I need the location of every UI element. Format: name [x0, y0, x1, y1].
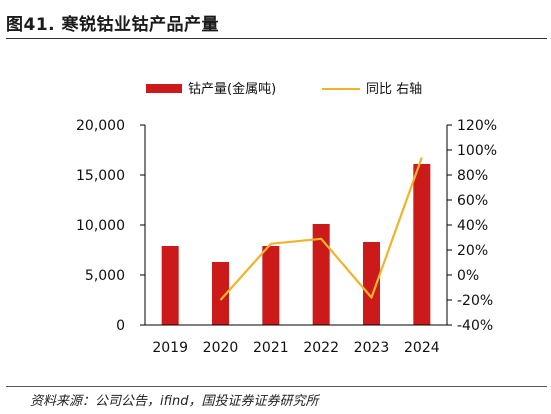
bar-2021: [262, 246, 280, 325]
legend-label-bar: 钴产量(金属吨): [188, 81, 276, 97]
bar-2024: [413, 164, 431, 325]
source-divider: [6, 386, 547, 387]
right-tick-label: -20%: [457, 293, 493, 309]
legend: 钴产量(金属吨) 同比 右轴: [146, 81, 422, 97]
left-tick-label: 20,000: [76, 118, 125, 134]
yoy-line: [219, 157, 423, 301]
left-tick-label: 5,000: [85, 268, 125, 284]
legend-swatch-bar: [146, 84, 182, 93]
left-tick-label: 0: [116, 318, 125, 334]
right-axis: -40% -20% 0% 20% 40% 60% 80% 100% 120%: [446, 118, 497, 334]
x-axis: 2019 2020 2021 2022 2023 2024: [145, 324, 447, 356]
right-tick-label: 20%: [457, 243, 488, 259]
source-note: 资料来源：公司公告，ifind，国投证券证券研究所: [30, 394, 319, 409]
bar-2023: [363, 242, 380, 325]
right-tick-label: -40%: [457, 318, 493, 334]
bar-2020: [212, 262, 229, 325]
right-tick-label: 100%: [457, 143, 497, 159]
x-tick-label-2021: 2021: [253, 340, 289, 356]
left-tick-label: 10,000: [76, 218, 125, 234]
figure-title: 图41. 寒锐钴业钴产品产量: [6, 15, 220, 35]
right-tick-label: 0%: [457, 268, 479, 284]
x-tick-label-2019: 2019: [152, 340, 188, 356]
left-tick-label: 15,000: [76, 168, 125, 184]
bar-2019: [161, 246, 179, 325]
bar-series: [161, 164, 431, 325]
x-tick-label-2022: 2022: [303, 340, 339, 356]
right-tick-label: 60%: [457, 193, 488, 209]
x-tick-label-2024: 2024: [404, 340, 440, 356]
right-tick-label: 80%: [457, 168, 488, 184]
title-divider: [6, 38, 547, 39]
x-tick-label-2023: 2023: [354, 340, 390, 356]
line-series: [219, 157, 423, 301]
right-tick-label: 120%: [457, 118, 497, 134]
left-axis: 0 5,000 10,000 15,000 20,000: [76, 118, 146, 334]
right-tick-label: 40%: [457, 218, 488, 234]
bar-2022: [312, 224, 330, 325]
legend-label-line: 同比 右轴: [366, 82, 422, 97]
x-tick-label-2020: 2020: [203, 340, 239, 356]
